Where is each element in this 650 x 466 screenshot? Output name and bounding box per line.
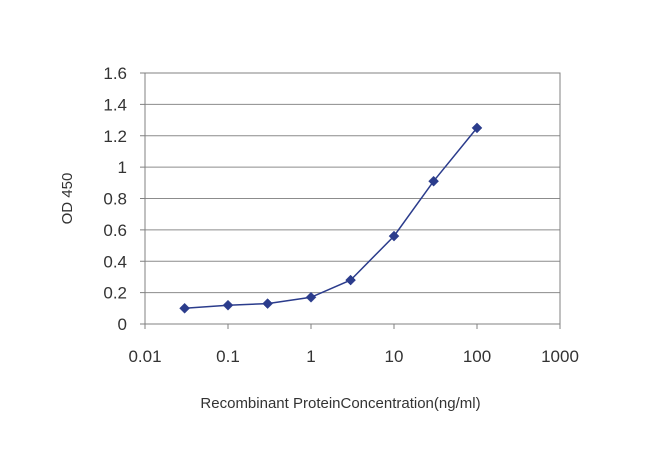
data-point [179, 302, 190, 314]
y-tick-label: 0.8 [103, 190, 127, 209]
series-line [184, 127, 478, 310]
y-tick-label: 0.6 [103, 221, 127, 240]
data-point [222, 299, 234, 311]
x-tick-label: 1 [306, 347, 315, 366]
y-axis: 0 0.2 0.4 0.6 0.8 1 1.2 1.4 1.6 [103, 64, 145, 334]
y-tick-label: 1.2 [103, 127, 127, 146]
y-tick-label: 1.6 [103, 64, 127, 83]
x-tick-label: 1000 [541, 347, 579, 366]
x-tick-label: 10 [385, 347, 404, 366]
data-point [305, 291, 317, 303]
data-point [262, 298, 273, 309]
data-point [428, 175, 439, 187]
x-tick-label: 0.01 [128, 347, 161, 366]
gridlines [145, 72, 560, 294]
x-axis: 0.01 0.1 1 10 100 1000 [128, 324, 579, 366]
y-tick-label: 0.4 [103, 252, 127, 271]
x-axis-title: Recombinant ProteinConcentration(ng/ml) [200, 395, 480, 412]
y-tick-label: 0.2 [103, 284, 127, 303]
y-tick-label: 1.4 [103, 95, 127, 114]
data-point [388, 230, 400, 242]
x-tick-label: 0.1 [216, 347, 240, 366]
series-group [179, 122, 483, 314]
y-tick-label: 0 [118, 315, 127, 334]
data-point [345, 274, 356, 286]
data-point [471, 122, 483, 134]
y-axis-title: OD 450 [59, 173, 76, 225]
y-tick-label: 1 [118, 158, 127, 177]
x-tick-label: 100 [463, 347, 491, 366]
